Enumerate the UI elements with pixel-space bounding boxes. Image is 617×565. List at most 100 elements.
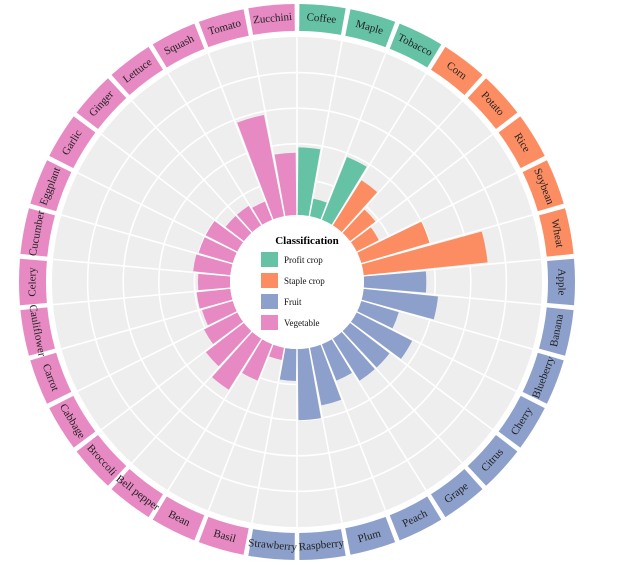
legend-label: Staple crop: [284, 276, 325, 286]
category-label: Zucchini: [253, 11, 293, 27]
grid-spoke: [363, 287, 542, 306]
label-segment: [430, 46, 483, 96]
label-segment: [49, 116, 96, 169]
label-segment: [248, 529, 295, 560]
legend-label: Profit crop: [284, 255, 323, 265]
bar-banana: [361, 288, 439, 320]
bar-garlic: [205, 221, 244, 252]
grid-spoke: [101, 133, 245, 243]
grid-spoke: [52, 258, 231, 277]
bar-blueberry: [357, 301, 399, 329]
bars: [193, 115, 488, 421]
label-segment: [522, 160, 564, 212]
label-segment: [111, 46, 164, 96]
category-labels: Coffee MapleTobaccoCornPotatoRiceSoybeanW…: [18, 4, 576, 560]
bar-lettuce: [236, 205, 262, 233]
label-segment: [299, 4, 346, 35]
bar-zucchini: [274, 152, 297, 217]
label-segment: [467, 78, 518, 129]
grid-spoke: [77, 172, 238, 253]
label-segment: [49, 395, 96, 448]
bar-carrot: [202, 301, 237, 326]
bar-cucumber: [193, 254, 233, 276]
label-segment: [30, 160, 72, 212]
label-segment: [248, 4, 295, 35]
label-segment: [539, 208, 574, 257]
grid-spoke: [356, 311, 517, 392]
label-segment: [152, 496, 205, 541]
category-label: Celery: [27, 267, 39, 297]
label-segment: [345, 516, 396, 555]
grid-spoke: [61, 299, 233, 350]
label-segment: [30, 352, 72, 404]
grid-spoke: [131, 330, 253, 464]
label-segment: [198, 9, 249, 48]
category-label: Banana: [548, 313, 566, 348]
grid-lines: [52, 37, 542, 527]
grid-spoke: [341, 330, 463, 464]
grid-spoke: [320, 53, 387, 220]
bar-coffee: [297, 147, 321, 217]
grid-spoke: [361, 299, 533, 350]
grid-spoke: [61, 214, 233, 265]
grid-spoke: [363, 258, 542, 277]
bar-citrus: [342, 322, 390, 368]
bar-ginger: [225, 216, 252, 242]
grid-spoke: [167, 73, 263, 226]
category-label: Coffee: [306, 11, 337, 26]
label-segment: [430, 468, 483, 518]
grid-spoke: [131, 100, 253, 234]
label-segment: [498, 116, 545, 169]
bar-tobacco: [321, 156, 367, 225]
grid-spoke: [320, 344, 387, 511]
label-segment: [76, 435, 127, 486]
category-label: Raspberry: [298, 537, 345, 553]
bar-cauliflower: [196, 288, 233, 309]
category-label: Strawberry: [248, 537, 298, 554]
grid-spoke: [349, 321, 493, 431]
label-segment: [152, 23, 205, 68]
bar-maple: [310, 198, 327, 220]
label-segment: [522, 352, 564, 404]
category-label: Apple: [556, 269, 568, 296]
bar-basil: [269, 344, 284, 360]
bar-broccoli: [205, 322, 252, 367]
label-segment: [345, 9, 396, 48]
grid-spoke: [308, 347, 343, 523]
grid-spoke: [341, 100, 463, 234]
legend-swatch: [261, 273, 278, 288]
bar-bean: [242, 339, 273, 381]
legend-swatch: [261, 315, 278, 330]
grid-spoke: [77, 311, 238, 392]
legend-label: Fruit: [284, 297, 302, 307]
bar-bell-pepper: [212, 331, 262, 390]
grid-spoke: [356, 172, 517, 253]
grid-spoke: [331, 338, 427, 491]
bar-squash: [252, 201, 273, 225]
label-segment: [198, 516, 249, 555]
bar-tomato: [237, 115, 284, 220]
grid-spoke: [308, 41, 343, 217]
grid-spoke: [349, 133, 493, 243]
label-segment: [18, 258, 47, 306]
label-segment: [498, 395, 545, 448]
grid-spoke: [52, 287, 231, 306]
bar-plum: [310, 344, 342, 406]
bar-cherry: [350, 312, 413, 359]
category-label: Basil: [212, 528, 237, 546]
grid-spoke: [251, 41, 286, 217]
grid-spoke: [207, 344, 274, 511]
legend-title: Classification: [275, 235, 339, 247]
bar-peach: [321, 339, 352, 381]
label-segment: [547, 258, 576, 306]
bar-raspberry: [297, 347, 321, 421]
grid-spoke: [101, 321, 245, 431]
grid-spoke: [331, 73, 427, 226]
label-segment: [389, 23, 442, 68]
grid-spoke: [207, 53, 274, 220]
bar-corn: [332, 180, 378, 233]
label-segment: [539, 307, 574, 356]
bar-eggplant: [198, 237, 237, 263]
legend-swatch: [261, 294, 278, 309]
